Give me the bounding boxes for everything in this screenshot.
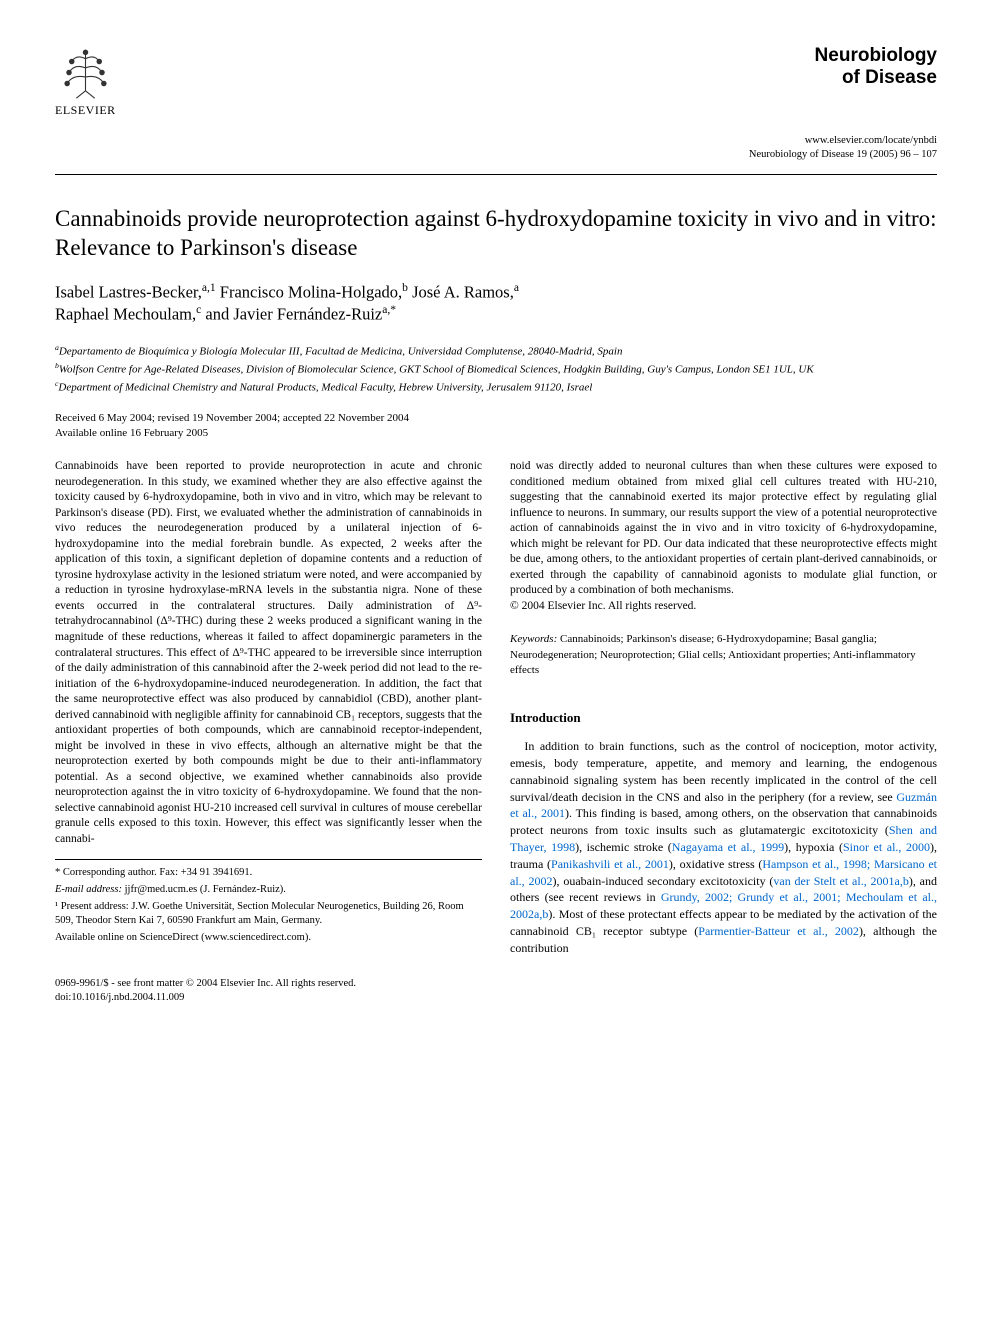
page-footer: 0969-9961/$ - see front matter © 2004 El…: [55, 977, 937, 1006]
copyright: © 2004 Elsevier Inc. All rights reserved…: [510, 600, 696, 612]
author-4: Raphael Mechoulam,: [55, 305, 196, 324]
journal-name: Neurobiology of Disease: [749, 45, 937, 89]
email-footnote: E-mail address: jjfr@med.ucm.es (J. Fern…: [55, 883, 482, 898]
main-content: Cannabinoids have been reported to provi…: [55, 459, 937, 956]
affiliation-a: aDepartamento de Bioquímica y Biología M…: [55, 342, 937, 360]
sciencedirect-note: Available online on ScienceDirect (www.s…: [55, 931, 482, 946]
corresponding-author: * Corresponding author. Fax: +34 91 3941…: [55, 866, 482, 881]
footnotes: * Corresponding author. Fax: +34 91 3941…: [55, 859, 482, 945]
ref-vanderstelt-2001[interactable]: van der Stelt et al., 2001a,b: [773, 874, 908, 888]
footer-doi: doi:10.1016/j.nbd.2004.11.009: [55, 991, 937, 1006]
publisher-name: ELSEVIER: [55, 102, 116, 118]
received-date: Received 6 May 2004; revised 19 November…: [55, 411, 937, 426]
keywords-label: Keywords:: [510, 633, 557, 645]
journal-block: Neurobiology of Disease www.elsevier.com…: [749, 45, 937, 162]
keywords-text: Cannabinoids; Parkinson's disease; 6-Hyd…: [510, 633, 916, 676]
author-2-affil: b: [402, 282, 408, 294]
article-title: Cannabinoids provide neuroprotection aga…: [55, 205, 937, 263]
affiliations: aDepartamento de Bioquímica y Biología M…: [55, 342, 937, 396]
authors: Isabel Lastres-Becker,a,1 Francisco Moli…: [55, 281, 937, 327]
ref-parmentier-2002[interactable]: Parmentier-Batteur et al., 2002: [698, 924, 859, 938]
author-4-affil: c: [196, 304, 201, 316]
footer-copyright: 0969-9961/$ - see front matter © 2004 El…: [55, 977, 937, 992]
journal-url[interactable]: www.elsevier.com/locate/ynbdi: [749, 134, 937, 148]
author-3-affil: a: [514, 282, 519, 294]
article-dates: Received 6 May 2004; revised 19 November…: [55, 411, 937, 442]
author-5-affil: a,*: [382, 304, 396, 316]
elsevier-tree-icon: [58, 45, 113, 100]
citation: Neurobiology of Disease 19 (2005) 96 – 1…: [749, 148, 937, 162]
introduction-heading: Introduction: [510, 709, 937, 727]
ref-nagayama-1999[interactable]: Nagayama et al., 1999: [672, 840, 784, 854]
present-address: ¹ Present address: J.W. Goethe Universit…: [55, 900, 482, 929]
email-label: E-mail address:: [55, 884, 122, 895]
affiliation-c: cDepartment of Medicinal Chemistry and N…: [55, 378, 937, 396]
ref-panikashvili-2001[interactable]: Panikashvili et al., 2001: [551, 857, 669, 871]
abstract-col2: noid was directly added to neuronal cult…: [510, 459, 937, 614]
journal-name-line1: Neurobiology: [815, 45, 937, 66]
introduction-paragraph: In addition to brain functions, such as …: [510, 738, 937, 956]
ref-sinor-2000[interactable]: Sinor et al., 2000: [843, 840, 930, 854]
keywords: Keywords: Cannabinoids; Parkinson's dise…: [510, 632, 937, 678]
affiliation-b: bWolfson Centre for Age-Related Diseases…: [55, 360, 937, 378]
page-header: ELSEVIER Neurobiology of Disease www.els…: [55, 45, 937, 175]
author-1: Isabel Lastres-Becker,: [55, 282, 202, 301]
author-2: Francisco Molina-Holgado,: [220, 282, 402, 301]
abstract-col2-text: noid was directly added to neuronal cult…: [510, 460, 937, 596]
author-3: José A. Ramos,: [412, 282, 514, 301]
email-address[interactable]: jjfr@med.ucm.es (J. Fernández-Ruiz).: [122, 884, 286, 895]
author-1-affil: a,1: [202, 282, 216, 294]
online-date: Available online 16 February 2005: [55, 426, 937, 441]
publisher-logo: ELSEVIER: [55, 45, 116, 118]
abstract-col1: Cannabinoids have been reported to provi…: [55, 459, 482, 847]
journal-name-line2: of Disease: [842, 67, 937, 88]
author-5: and Javier Fernández-Ruiz: [205, 305, 382, 324]
